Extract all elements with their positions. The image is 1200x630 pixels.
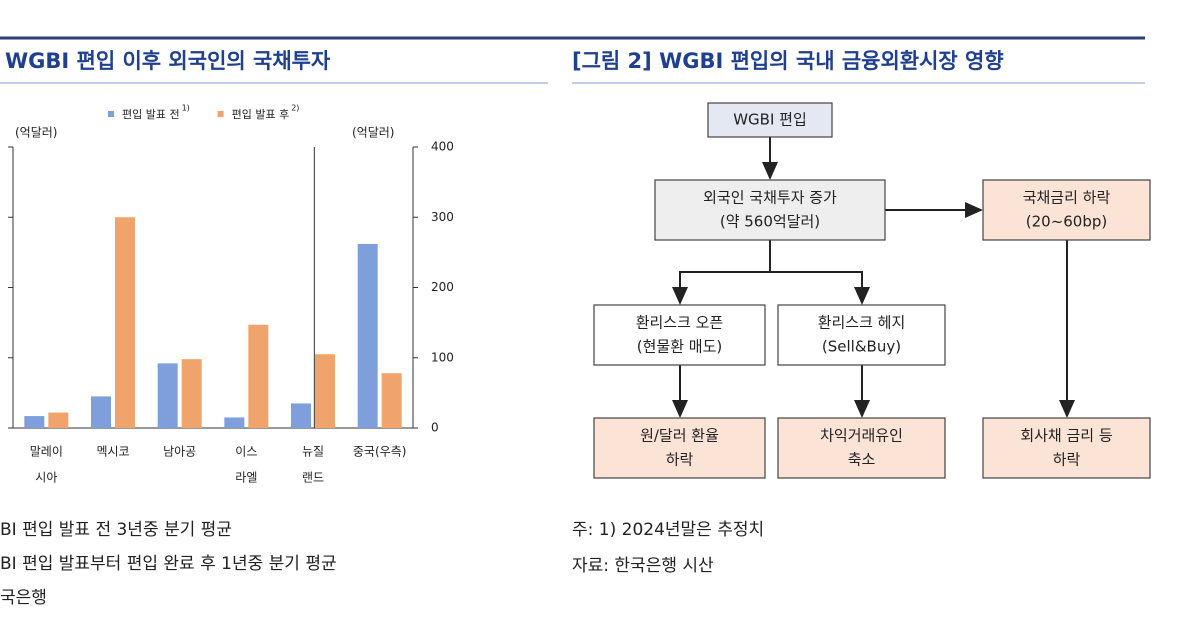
node-label: 환리스크 오픈 xyxy=(636,314,724,332)
y2-tick-label: 300 xyxy=(431,210,454,224)
node-label: 국채금리 하락 xyxy=(1023,189,1111,207)
node-box xyxy=(777,304,946,366)
bar xyxy=(224,417,245,428)
node-label: WGBI 편입 xyxy=(733,111,807,129)
x-tick-label: 라엘 xyxy=(235,471,257,485)
x-tick-label: 시아 xyxy=(35,471,57,485)
x-tick-label: 랜드 xyxy=(302,471,324,485)
node-box xyxy=(777,417,946,479)
y2-unit-label: (억달러) xyxy=(352,126,394,140)
bar xyxy=(357,243,378,428)
x-tick-label: 멕시코 xyxy=(96,445,129,459)
y2-tick-label: 400 xyxy=(431,140,454,154)
node-label: 회사채 금리 등 xyxy=(1020,427,1113,445)
x-tick-label: 이스 xyxy=(235,445,257,459)
x-tick-label: 남아공 xyxy=(163,445,196,459)
figure-note: 자료: 한국은행 시산 xyxy=(572,556,714,576)
chart-title: WGBI 편입 이후 외국인의 국채투자 xyxy=(5,49,331,73)
node-label: 원/달러 환율 xyxy=(640,427,719,445)
bar xyxy=(291,403,311,428)
node-box xyxy=(593,304,766,366)
arrows xyxy=(672,137,1075,418)
node-box xyxy=(982,417,1151,479)
node-label: 외국인 국채투자 증가 xyxy=(703,189,837,207)
node-box xyxy=(593,417,766,479)
node-label: 환리스크 헤지 xyxy=(818,314,906,332)
legend-label: 편입 발표 후 xyxy=(232,108,290,121)
legend-swatch xyxy=(108,111,114,117)
legend-note: 2) xyxy=(291,104,299,113)
legend-label: 편입 발표 전 xyxy=(122,108,180,121)
node-label: (Sell&Buy) xyxy=(822,338,901,356)
x-tick-label: 말레이 xyxy=(30,445,63,459)
node-box xyxy=(707,102,833,138)
x-tick-label: 중국(우측) xyxy=(353,445,407,459)
y2-tick-label: 100 xyxy=(431,350,454,364)
bar xyxy=(91,396,111,428)
node-label: (20~60bp) xyxy=(1026,213,1108,231)
y-unit-label: (억달러) xyxy=(15,126,57,140)
node-box xyxy=(654,179,886,241)
bar xyxy=(248,324,269,428)
chart-note: 국은행 xyxy=(0,588,47,608)
node-label: 하락 xyxy=(666,451,694,469)
bar xyxy=(115,217,135,428)
node-label: 차익거래유인 xyxy=(820,427,903,445)
y2-tick-label: 0 xyxy=(431,421,439,435)
node-label: 축소 xyxy=(848,451,876,469)
legend-note: 1) xyxy=(182,104,190,113)
bar xyxy=(315,354,335,428)
bar xyxy=(381,373,402,428)
bar xyxy=(48,412,69,428)
figure-title: [그림 2] WGBI 편입의 국내 금융외환시장 영향 xyxy=(572,49,1004,73)
legend-swatch xyxy=(217,111,224,117)
chart-note: BI 편입 발표부터 편입 완료 후 1년중 분기 평균 xyxy=(0,554,337,574)
bar xyxy=(181,359,202,428)
node-box xyxy=(982,179,1151,241)
node-label: (약 560억달러) xyxy=(720,213,820,231)
x-tick-label: 뉴질 xyxy=(302,445,324,459)
figure-note: 주: 1) 2024년말은 추정치 xyxy=(572,520,764,540)
node-label: (현물환 매도) xyxy=(637,338,722,356)
node-label: 하락 xyxy=(1053,451,1081,469)
bar xyxy=(157,363,178,428)
bar xyxy=(24,416,45,428)
y2-tick-label: 200 xyxy=(431,280,454,294)
chart-note: BI 편입 발표 전 3년중 분기 평균 xyxy=(0,520,232,540)
